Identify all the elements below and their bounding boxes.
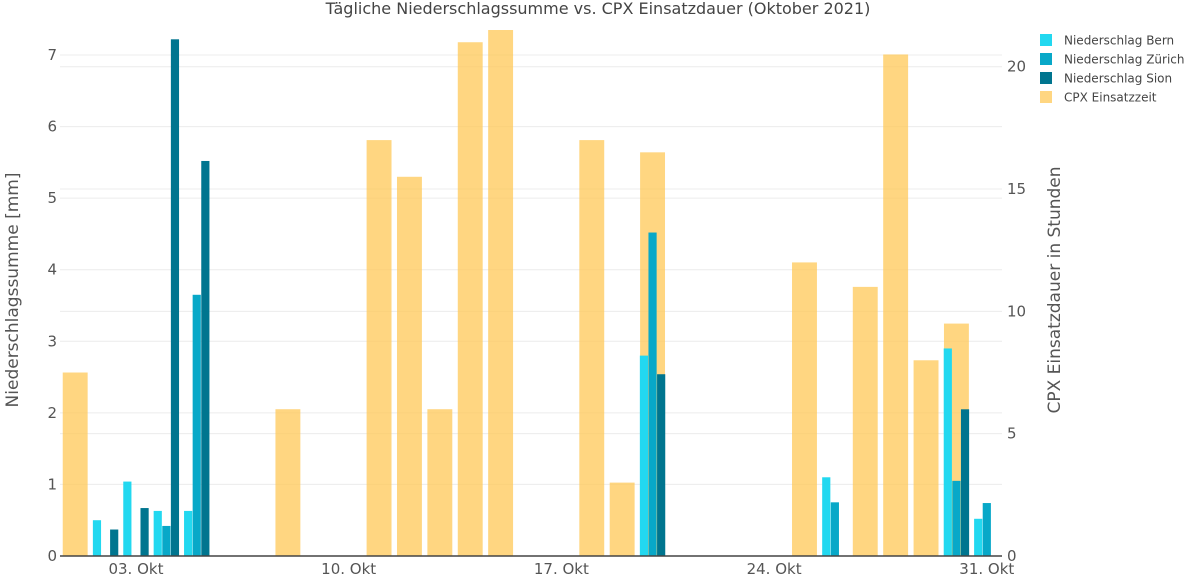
legend-swatch [1040,34,1052,46]
gridlines [60,54,1002,485]
niederschlag-zuerich-bar[interactable] [192,294,201,556]
legend-swatch [1040,72,1052,84]
legend-item[interactable]: Niederschlag Sion [1040,72,1172,86]
cpx-einsatzzeit-bar[interactable] [488,30,514,556]
legend-item[interactable]: CPX Einsatzzeit [1040,91,1157,105]
y2-tick-label: 20 [1007,58,1026,76]
cpx-einsatzzeit-bar[interactable] [852,286,878,556]
x-tick-label: 17. Okt [534,560,589,578]
niederschlag-zuerich-bar[interactable] [162,525,171,556]
niederschlag-bern-bar[interactable] [123,481,132,556]
legend-swatch [1040,91,1052,103]
niederschlag-zuerich-bar[interactable] [952,480,961,556]
niederschlag-sion-bar[interactable] [140,508,149,556]
x-tick-label: 03. Okt [108,560,163,578]
niederschlag-bern-bar[interactable] [153,510,162,556]
y-tick-label: 0 [47,547,57,565]
y2-tick-label: 0 [1007,547,1017,565]
y2-tick-label: 10 [1007,302,1026,320]
niederschlag-sion-bar[interactable] [110,529,119,556]
cpx-einsatzzeit-bar[interactable] [792,262,817,556]
cpx-einsatzzeit-bar[interactable] [457,42,483,557]
legend-label: Niederschlag Sion [1064,72,1172,86]
niederschlag-sion-bar[interactable] [657,374,666,556]
cpx-einsatzzeit-bar[interactable] [275,409,301,556]
x-axis-ticks: 03. Okt 10. Okt 17. Okt 24. Okt 31. Okt [108,560,1014,578]
y-tick-label: 2 [47,404,57,422]
y-tick-label: 3 [47,332,57,350]
niederschlag-bern-bar[interactable] [822,477,831,556]
y2-axis-ticks: 0 5 10 15 20 [1007,58,1026,565]
legend-swatch [1040,53,1052,65]
niederschlag-sion-bar[interactable] [960,409,970,556]
y-tick-label: 5 [47,189,57,207]
y-tick-label: 1 [47,475,57,493]
x-tick-label: 24. Okt [747,560,802,578]
cpx-einsatzzeit-bar[interactable] [609,482,635,556]
y-tick-label: 7 [47,46,57,64]
niederschlag-bern-bar[interactable] [92,520,102,556]
legend[interactable]: Niederschlag Bern Niederschlag Zürich Nied… [1040,34,1185,105]
precipitation-bars-layer [92,39,991,557]
y-axis-ticks: 0 1 2 3 4 5 6 7 [47,46,57,565]
niederschlag-sion-bar[interactable] [201,160,210,557]
niederschlag-bern-bar[interactable] [943,348,952,556]
niederschlag-sion-bar[interactable] [170,39,180,556]
legend-label: CPX Einsatzzeit [1064,91,1157,105]
cpx-einsatzzeit-bar[interactable] [883,54,909,556]
niederschlag-bern-bar[interactable] [639,355,649,556]
cpx-einsatzzeit-bar[interactable] [913,360,939,556]
legend-label: Niederschlag Zürich [1064,53,1185,67]
legend-item[interactable]: Niederschlag Zürich [1040,53,1185,67]
niederschlag-bern-bar[interactable] [184,510,193,556]
y2-tick-label: 5 [1007,425,1017,443]
x-tick-label: 10. Okt [321,560,376,578]
cpx-einsatzzeit-bar[interactable] [366,140,392,556]
niederschlag-bern-bar[interactable] [974,518,983,556]
niederschlag-zuerich-bar[interactable] [648,232,657,556]
legend-item[interactable]: Niederschlag Bern [1040,34,1174,48]
y-tick-label: 4 [47,261,57,279]
y-axis-title: Niederschlagssumme [mm] [3,173,23,408]
x-tick-label: 31. Okt [959,560,1014,578]
y2-tick-label: 15 [1007,180,1026,198]
cpx-einsatzzeit-bar[interactable] [62,372,88,556]
cpx-einsatzzeit-bar[interactable] [579,140,605,556]
legend-label: Niederschlag Bern [1064,34,1174,48]
chart-title: Tägliche Niederschlagssumme vs. CPX Eins… [325,0,871,18]
y2-axis-title: CPX Einsatzdauer in Stunden [1045,166,1065,413]
niederschlag-zuerich-bar[interactable] [982,503,991,556]
cpx-einsatzzeit-bar[interactable] [427,409,453,556]
cpx-einsatzzeit-bar[interactable] [396,176,422,556]
y-tick-label: 6 [47,118,57,136]
niederschlag-zuerich-bar[interactable] [830,502,839,556]
